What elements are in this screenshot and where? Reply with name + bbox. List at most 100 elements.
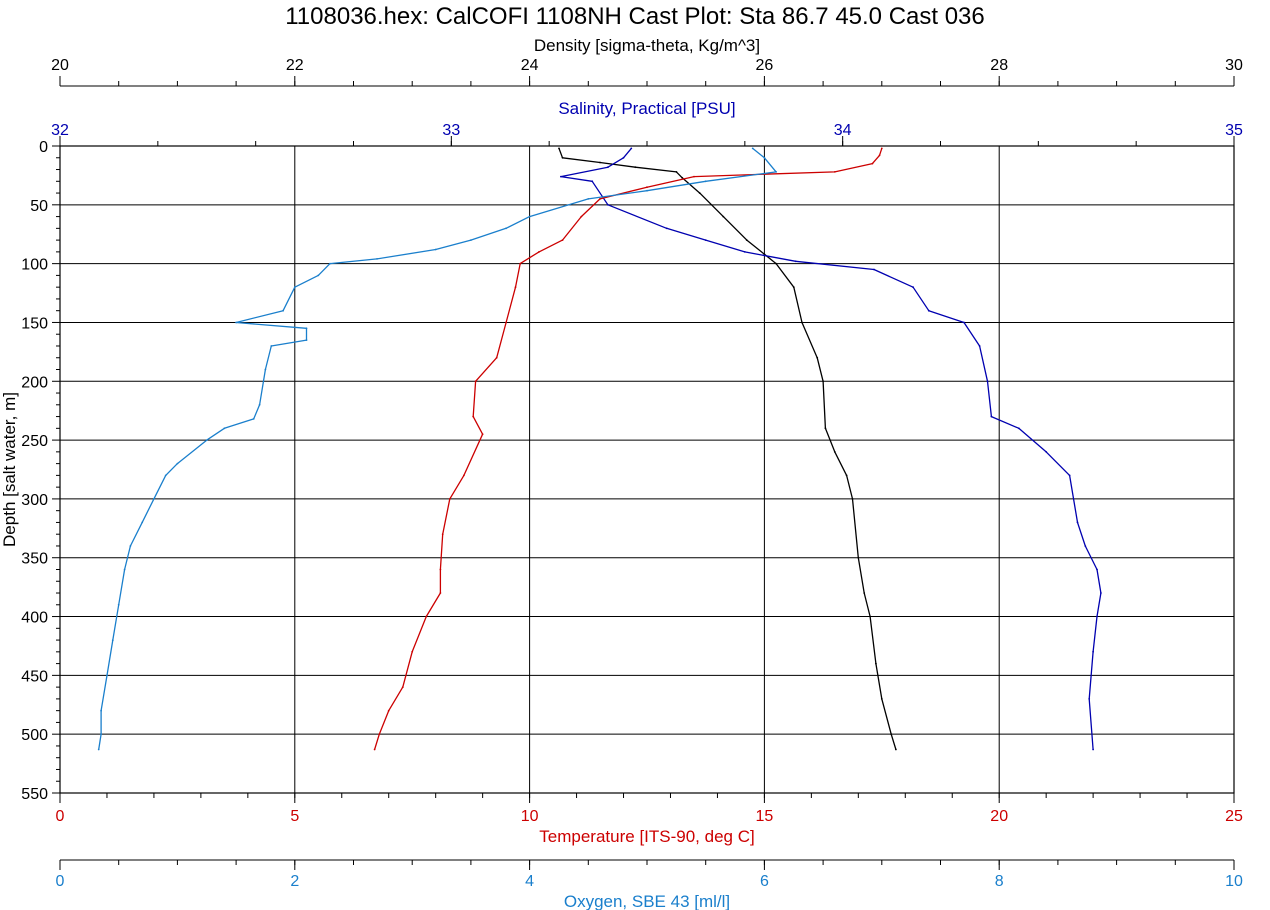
oxygen-tick-label: 8 — [995, 873, 1004, 890]
density-data-point — [833, 451, 836, 453]
salinity-data-point — [1096, 568, 1098, 571]
density-tick-label: 30 — [1225, 57, 1243, 74]
depth-tick-label: 400 — [21, 610, 48, 627]
density-data-point — [558, 147, 560, 150]
salinity-data-point — [704, 239, 707, 242]
temperature-tick-label: 15 — [756, 808, 774, 825]
temperature-data-point — [401, 686, 404, 688]
density-data-point — [745, 239, 748, 242]
temperature-data-point — [441, 533, 444, 536]
temperature-tick-label: 10 — [521, 808, 539, 825]
depth-tick-label: 150 — [21, 315, 48, 332]
salinity-data-point — [1076, 521, 1079, 524]
salinity-data-point — [630, 147, 633, 150]
oxygen-data-point — [329, 262, 331, 265]
salinity-data-point — [986, 380, 989, 383]
depth-tick-label: 500 — [21, 727, 48, 744]
density-data-point — [675, 171, 678, 173]
temperature-tick-label: 0 — [56, 808, 65, 825]
salinity-data-point — [990, 415, 993, 418]
temperature-data-point — [425, 615, 428, 618]
salinity-tick-label: 34 — [834, 122, 852, 139]
oxygen-data-point — [106, 674, 108, 677]
salinity-data-point — [873, 268, 875, 271]
oxygen-data-point — [153, 498, 155, 500]
temperature-data-point — [878, 154, 881, 157]
density-data-point — [875, 662, 877, 665]
temperature-data-point — [463, 474, 465, 477]
depth-tick-label: 0 — [39, 139, 48, 156]
plot-frame — [59, 145, 1235, 794]
oxygen-data-point — [775, 171, 777, 173]
density-data-point — [863, 592, 866, 594]
salinity-profile-line — [560, 147, 1102, 750]
temperature-data-point — [439, 568, 442, 571]
salinity-data-point — [607, 203, 609, 206]
oxygen-data-point — [763, 156, 766, 159]
depth-tick-label: 300 — [21, 492, 48, 509]
oxygen-tick-label: 6 — [760, 873, 769, 890]
density-data-point — [722, 215, 725, 218]
salinity-tick-label: 32 — [51, 122, 69, 139]
temperature-data-point — [373, 748, 376, 751]
oxygen-data-point — [646, 189, 648, 192]
density-data-point — [792, 286, 795, 289]
salinity-axis-title: Salinity, Practical [PSU] — [558, 99, 735, 118]
temperature-data-point — [561, 239, 564, 242]
salinity-data-point — [1068, 474, 1071, 477]
temperature-data-point — [481, 433, 484, 436]
oxygen-data-point — [176, 462, 179, 465]
density-data-point — [880, 698, 883, 700]
density-data-point — [801, 321, 803, 324]
salinity-data-point — [978, 345, 981, 347]
density-tick-label: 20 — [51, 57, 69, 74]
density-profile-line — [558, 148, 897, 750]
oxygen-data-point — [129, 545, 132, 547]
temperature-data-point — [599, 198, 601, 200]
oxygen-data-point — [434, 248, 437, 251]
density-data-point — [851, 498, 854, 500]
salinity-data-point — [1100, 592, 1102, 594]
temperature-data-point — [439, 592, 442, 594]
oxygen-data-point — [123, 568, 126, 571]
salinity-data-point — [1017, 427, 1020, 430]
density-data-point — [763, 253, 766, 256]
temperature-data-point — [378, 733, 381, 736]
oxygen-data-point — [100, 733, 102, 736]
temperature-data-point — [880, 147, 883, 150]
salinity-data-point — [591, 180, 594, 183]
depth-tick-label: 250 — [21, 433, 48, 450]
density-data-point — [824, 427, 827, 430]
oxygen-tick-label: 0 — [56, 873, 65, 890]
oxygen-data-point — [470, 239, 472, 242]
oxygen-data-point — [97, 748, 100, 751]
salinity-data-point — [794, 260, 797, 263]
oxygen-data-point — [164, 474, 167, 477]
salinity-data-point — [743, 251, 746, 253]
density-data-point — [599, 161, 601, 164]
density-data-point — [869, 615, 871, 618]
density-axis-title: Density [sigma-theta, Kg/m^3] — [534, 36, 760, 55]
oxygen-data-point — [305, 339, 308, 341]
oxygen-tick-label: 4 — [525, 873, 534, 890]
temperature-data-point — [693, 175, 695, 178]
density-data-point — [634, 166, 637, 169]
oxygen-data-point — [258, 403, 261, 406]
oxygen-tick-label: 10 — [1225, 873, 1243, 890]
depth-tick-label: 350 — [21, 551, 48, 568]
oxygen-data-point — [293, 286, 296, 289]
salinity-tick-label: 33 — [442, 122, 460, 139]
oxygen-data-point — [264, 368, 267, 371]
oxygen-data-point — [270, 345, 273, 347]
depth-axis-title: Depth [salt water, m] — [0, 392, 19, 547]
oxygen-data-point — [100, 709, 102, 712]
depth-tick-label: 200 — [21, 374, 48, 391]
oxygen-data-point — [252, 418, 255, 420]
oxygen-data-point — [587, 198, 590, 200]
salinity-data-point — [1045, 451, 1048, 453]
temperature-data-point — [474, 380, 477, 383]
temperature-data-point — [387, 709, 390, 712]
temperature-data-point — [833, 171, 836, 173]
